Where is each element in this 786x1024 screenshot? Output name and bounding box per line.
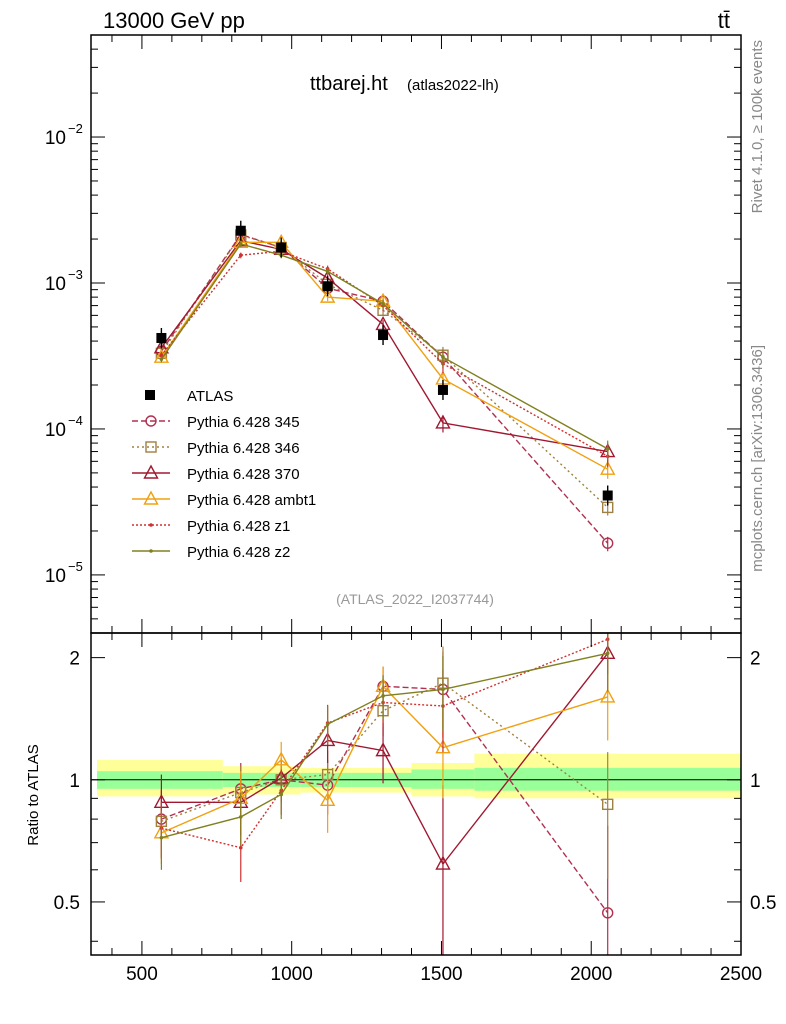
series-point bbox=[435, 414, 451, 429]
ratio-tick-label-right: 0.5 bbox=[750, 893, 776, 914]
plot-title: ttbarej.ht bbox=[310, 73, 388, 95]
ratio-point bbox=[435, 739, 451, 754]
header-energy: 13000 GeV pp bbox=[103, 8, 245, 33]
series-point bbox=[159, 353, 164, 358]
ratio-plot-frame bbox=[90, 632, 742, 956]
plot-subtitle: (atlas2022-lh) bbox=[407, 77, 499, 94]
x-tick-label: 1000 bbox=[271, 964, 313, 985]
side-label-mcplots: mcplots.cern.ch [arXiv:1306.3436] bbox=[749, 345, 766, 572]
ratio-point bbox=[279, 792, 284, 797]
ratio-point bbox=[319, 731, 336, 747]
data-point bbox=[378, 330, 389, 341]
ratio-point bbox=[441, 687, 445, 692]
analysis-watermark: (ATLAS_2022_I2037744) bbox=[336, 591, 494, 607]
ratio-point bbox=[600, 688, 616, 703]
data-point bbox=[437, 384, 448, 395]
y-tick-exponent: −2 bbox=[68, 121, 83, 136]
data-point bbox=[602, 490, 613, 501]
legend-marker bbox=[149, 523, 153, 527]
ratio-point bbox=[238, 815, 243, 819]
legend-marker bbox=[149, 549, 153, 553]
data-point bbox=[276, 242, 287, 253]
ratio-tick-label-left: 2 bbox=[69, 649, 80, 670]
legend-label: Pythia 6.428 346 bbox=[187, 440, 300, 457]
series-point bbox=[602, 537, 614, 549]
ratio-point bbox=[602, 798, 614, 811]
data-point bbox=[235, 225, 246, 236]
ratio-point bbox=[238, 845, 243, 850]
legend-marker bbox=[143, 464, 159, 479]
ratio-point bbox=[602, 907, 614, 919]
y-tick-exponent: −4 bbox=[68, 413, 83, 428]
series-point bbox=[441, 355, 445, 360]
series-point bbox=[233, 233, 249, 248]
series-point bbox=[238, 253, 243, 258]
x-tick-label: 2500 bbox=[720, 964, 762, 985]
y-tick-exponent: −5 bbox=[68, 559, 83, 574]
y-tick-label: 10 bbox=[45, 566, 66, 587]
ratio-point bbox=[375, 742, 391, 757]
legend-label: Pythia 6.428 370 bbox=[187, 466, 300, 483]
header-process: tt̄ bbox=[718, 8, 730, 33]
ratio-point bbox=[381, 694, 385, 698]
x-tick-label: 1500 bbox=[420, 964, 462, 985]
ratio-axis-label: Ratio to ATLAS bbox=[25, 744, 42, 845]
ratio-tick-label-left: 0.5 bbox=[54, 893, 80, 914]
ratio-point bbox=[273, 751, 289, 766]
x-tick-label: 500 bbox=[126, 964, 158, 985]
legend-marker bbox=[145, 441, 157, 453]
legend-label: Pythia 6.428 z1 bbox=[187, 518, 290, 535]
ratio-point bbox=[605, 651, 610, 656]
ratio-point bbox=[435, 855, 451, 870]
data-point bbox=[322, 281, 333, 292]
y-tick-exponent: −3 bbox=[68, 267, 83, 282]
data-point bbox=[156, 332, 167, 343]
legend-marker bbox=[143, 490, 159, 505]
legend-label: Pythia 6.428 z2 bbox=[187, 544, 290, 561]
ratio-point bbox=[159, 835, 164, 840]
legend-marker-data bbox=[145, 390, 155, 400]
ratio-point bbox=[319, 791, 336, 807]
legend-label-data: ATLAS bbox=[187, 388, 233, 405]
series-point bbox=[605, 447, 610, 451]
legend-label: Pythia 6.428 ambt1 bbox=[187, 492, 316, 509]
series-point bbox=[325, 269, 330, 274]
ratio-point bbox=[325, 722, 330, 727]
series-point bbox=[159, 357, 164, 362]
y-tick-label: 10 bbox=[45, 274, 66, 295]
ratio-tick-label-right: 1 bbox=[750, 771, 761, 792]
y-tick-label: 10 bbox=[45, 128, 66, 149]
side-label-rivet: Rivet 4.1.0, ≥ 100k events bbox=[749, 40, 766, 213]
series-point bbox=[319, 288, 336, 303]
ratio-tick-label-right: 2 bbox=[750, 649, 761, 670]
x-tick-label: 2000 bbox=[570, 964, 612, 985]
legend-marker bbox=[145, 415, 157, 427]
series-point bbox=[600, 460, 616, 475]
series-point bbox=[238, 242, 243, 246]
y-tick-label: 10 bbox=[45, 420, 66, 441]
series-point bbox=[381, 302, 385, 306]
legend-label: Pythia 6.428 345 bbox=[187, 414, 300, 431]
ratio-tick-label-left: 1 bbox=[69, 771, 80, 792]
